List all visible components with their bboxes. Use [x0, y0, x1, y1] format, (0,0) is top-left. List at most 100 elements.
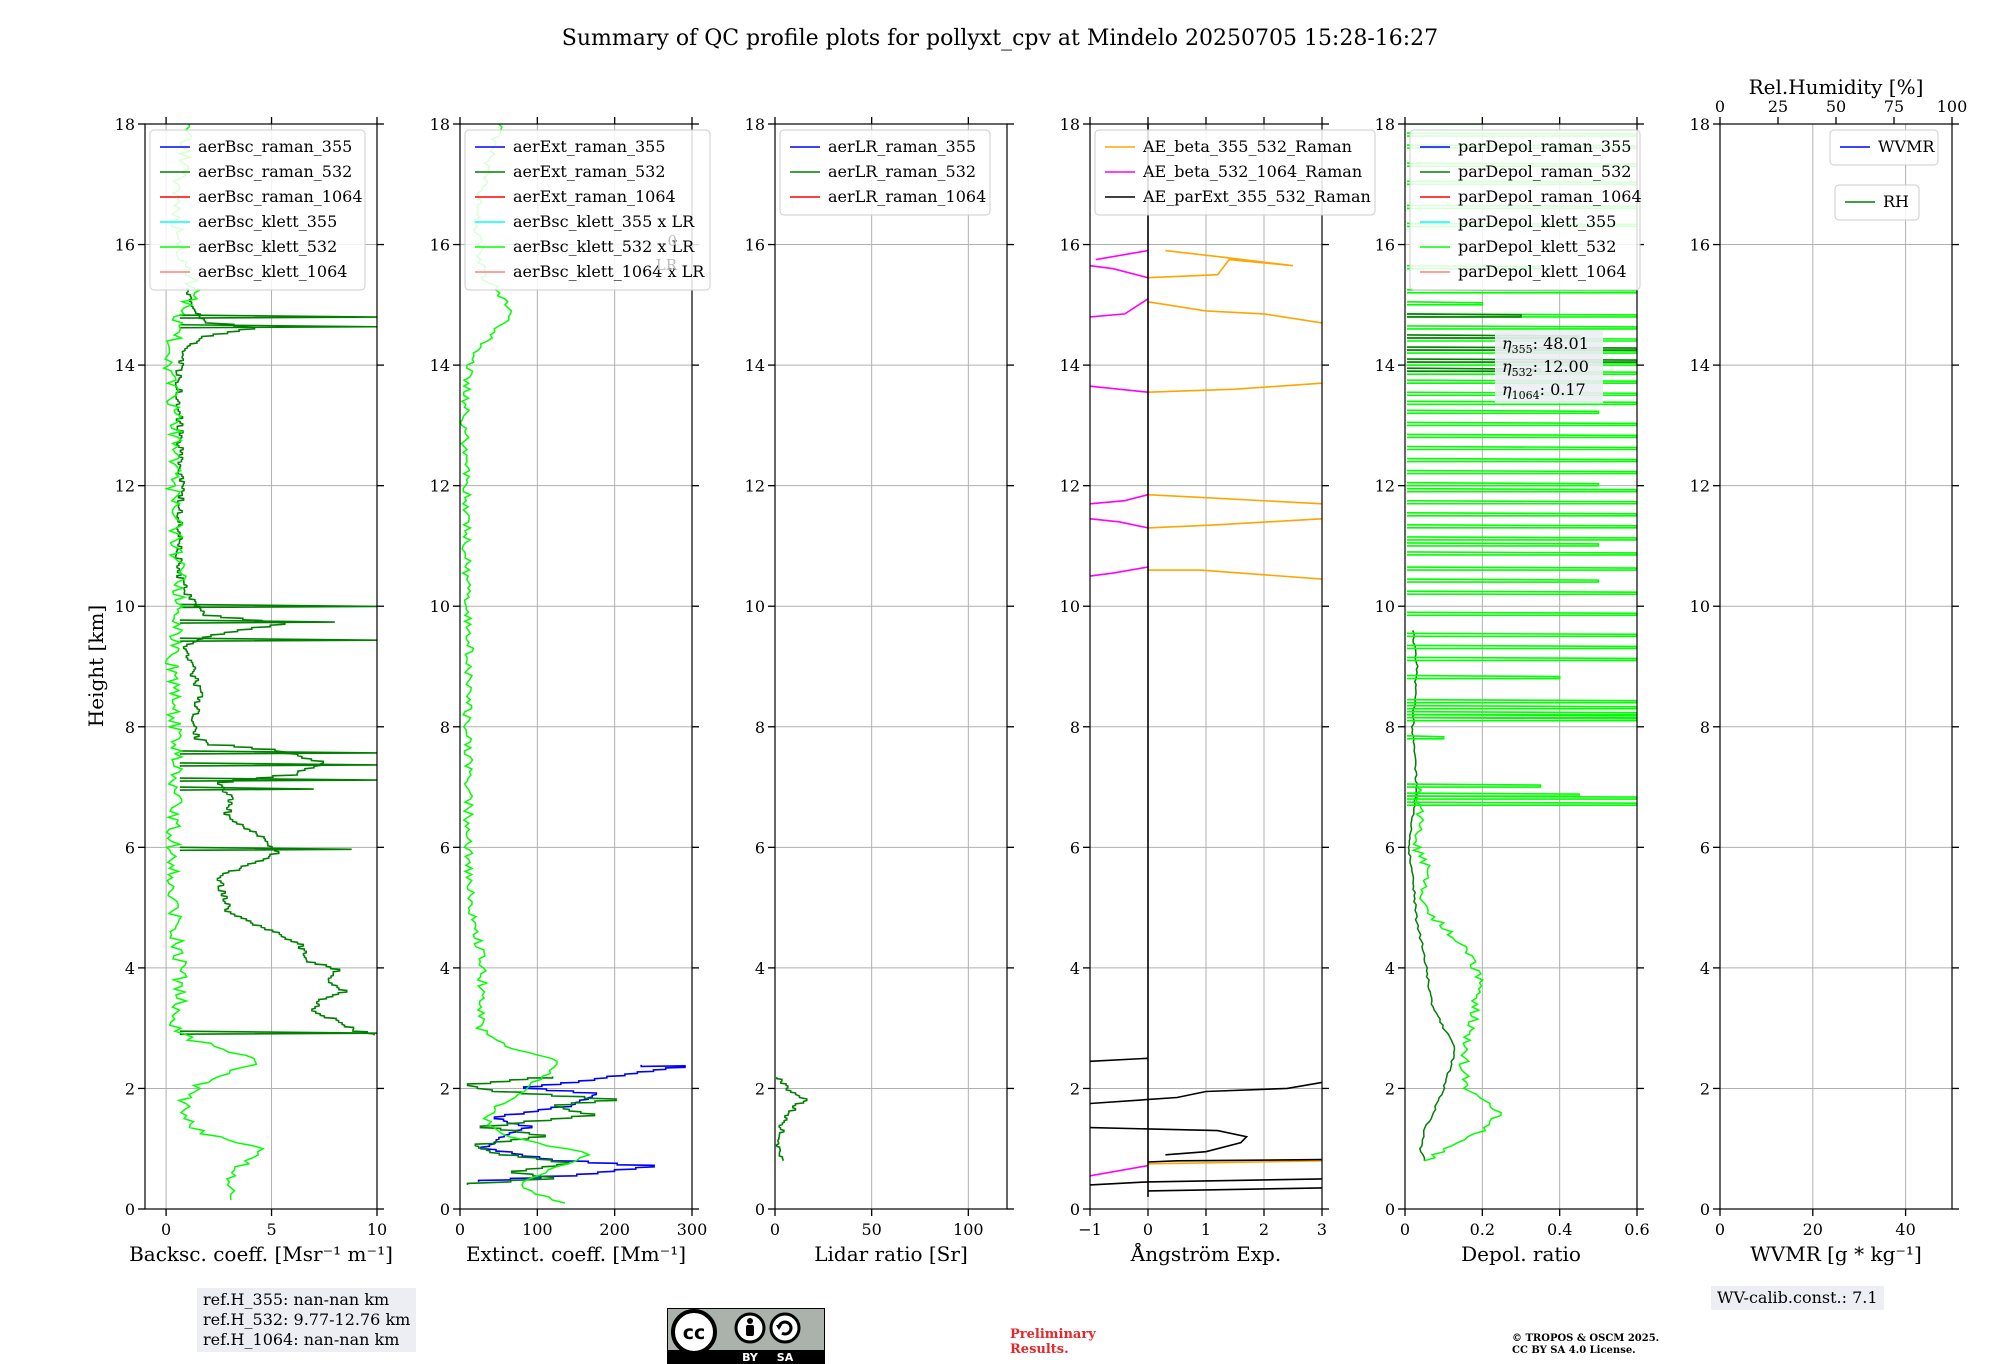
wv-calib-box: WV-calib.const.: 7.1 — [1711, 1286, 1884, 1310]
ytick-label: 4 — [1070, 959, 1080, 978]
spike-parDepol_klett_532 spikes — [1406, 551, 1637, 556]
ytick-label: 2 — [440, 1079, 450, 1098]
legend-ext: aerExt_raman_355 aerExt_raman_532 aerExt_r… — [464, 129, 711, 291]
ytick-label: 2 — [1070, 1079, 1080, 1098]
xtick-label: 5 — [266, 1220, 276, 1239]
legend-entry: aerBsc_klett_355 x LR — [513, 212, 695, 231]
legend-entry: aerExt_raman_532 — [513, 162, 666, 181]
preliminary-line-2: Results. — [1010, 1342, 1069, 1357]
ytick-label: 4 — [755, 959, 765, 978]
spike-parDepol_klett_532 spikes — [1406, 445, 1637, 451]
spike-parDepol_klett_532 spikes — [1406, 644, 1637, 650]
spike-parDepol_klett_532 spikes — [1406, 698, 1637, 704]
legend-entry: parDepol_raman_355 — [1458, 137, 1631, 156]
spike-parDepol_klett_532 spikes — [1406, 656, 1637, 662]
panel-bsc: 0 2 4 6 8 10 12 14 16 18 0 5 10 Backsc. coeff. [Msr⁻¹… — [115, 115, 393, 1266]
xtick-label: 50 — [861, 1220, 881, 1239]
series-aerBsc_raman_532 — [174, 287, 375, 1036]
series-AE_beta_532_1064_Raman-seg-0 — [1090, 1164, 1149, 1177]
legend-ae: AE_beta_355_532_Raman AE_beta_532_1064_Ra… — [1094, 129, 1376, 216]
x2tick-label: 0 — [1715, 97, 1725, 116]
series-AE_parExt_355_532_Raman-seg-6 — [1090, 1081, 1322, 1105]
eta-355-label: η355: 48.01 — [1502, 334, 1589, 356]
series-AE_parExt_355_532_Raman-seg-4 — [1147, 1158, 1322, 1163]
preliminary-results-note: Preliminary Results. — [1010, 1327, 1096, 1357]
x2tick-label: 100 — [1937, 97, 1968, 116]
legend-entry: AE_beta_355_532_Raman — [1142, 137, 1352, 156]
ytick-label: 4 — [1700, 959, 1710, 978]
ytick-label: 16 — [1690, 236, 1710, 255]
ref-h-532: ref.H_532: 9.77-12.76 km — [203, 1310, 411, 1329]
grid-wv — [1719, 123, 1952, 1210]
ytick-label: 8 — [1385, 718, 1395, 737]
ytick-label: 6 — [1385, 838, 1395, 857]
x2tick-label: 50 — [1826, 97, 1846, 116]
ytick-label: 4 — [1385, 959, 1395, 978]
copyright-note: © TROPOS & OSCM 2025. CC BY SA 4.0 Licen… — [1512, 1333, 1659, 1357]
spike-parDepol_klett_532 spikes — [1406, 487, 1637, 493]
series-aerExt_raman_532 — [466, 1076, 617, 1185]
xtick-label: 40 — [1895, 1220, 1915, 1239]
spike-aerBsc_raman_532 — [179, 637, 377, 642]
data-bsc — [162, 124, 377, 1201]
ytick-label: 8 — [1700, 718, 1710, 737]
legend-rh: RH — [1834, 184, 1920, 221]
spike-parDepol_klett_532 spikes — [1406, 524, 1637, 529]
ytick-label: 0 — [440, 1200, 450, 1219]
series-aerBsc_klett_532 x LR — [460, 124, 592, 1204]
series-AE_beta_355_532_Raman-seg-6 — [1147, 249, 1294, 279]
legend-box — [464, 129, 711, 291]
xtick-label: 0 — [161, 1220, 171, 1239]
legend-entry: RH — [1883, 192, 1909, 211]
ytick-label: 0 — [125, 1200, 135, 1219]
ytick-label: 0 — [1385, 1200, 1395, 1219]
cc-by-sa-badge: cc BY SA — [667, 1308, 825, 1364]
series-AE_parExt_355_532_Raman-seg-3 — [1147, 1187, 1322, 1192]
panel-lr: 0 2 4 6 8 10 12 14 16 18 0 50 100 Lidar ratio [Sr] aer… — [745, 115, 1014, 1266]
ytick-label: 6 — [440, 838, 450, 857]
copyright-line-1: © TROPOS & OSCM 2025. — [1512, 1333, 1660, 1344]
legend-entry: aerBsc_klett_532 — [198, 237, 337, 256]
xtick-label: 0 — [455, 1220, 465, 1239]
series-AE_beta_532_1064_Raman-seg-1 — [1090, 566, 1149, 577]
legend-entry: aerLR_raman_1064 — [828, 187, 986, 206]
ytick-label: 8 — [1070, 718, 1080, 737]
ytick-label: 12 — [430, 477, 450, 496]
axes-frame-depol — [1404, 123, 1638, 1210]
ref-h-355: ref.H_355: nan-nan km — [203, 1290, 390, 1309]
ytick-label: 12 — [1690, 477, 1710, 496]
xtick-label: 0.6 — [1624, 1220, 1649, 1239]
xaxis-label: Depol. ratio — [1461, 1242, 1581, 1266]
xaxis-label: WVMR [g * kg⁻¹] — [1750, 1242, 1922, 1266]
legend-entry: aerBsc_klett_1064 x LR — [513, 262, 705, 281]
spike-aerBsc_raman_532 — [179, 603, 377, 609]
spike-parDepol_klett_532 spikes — [1406, 578, 1600, 583]
xtick-label: 20 — [1803, 1220, 1823, 1239]
ytick-label: 18 — [1060, 115, 1080, 134]
spike-parDepol_klett_532 spikes — [1406, 499, 1637, 505]
ytick-label: 2 — [1385, 1079, 1395, 1098]
data-ext — [460, 124, 686, 1204]
legend-box — [149, 129, 366, 291]
copyright-line-2: CC BY SA 4.0 License. — [1512, 1345, 1636, 1356]
xaxis-label: Ångström Exp. — [1130, 1241, 1281, 1266]
axes-frame-ext — [459, 123, 693, 1210]
series-AE_parExt_355_532_Raman-seg-1 — [1090, 1057, 1149, 1063]
spike-parDepol_klett_532 spikes — [1406, 421, 1637, 427]
ytick-label: 2 — [125, 1079, 135, 1098]
xtick-label: 0 — [770, 1220, 780, 1239]
xtick-label: 0.4 — [1547, 1220, 1572, 1239]
ytick-label: 10 — [1690, 597, 1710, 616]
ytick-label: 16 — [745, 236, 765, 255]
series-aerLR_raman_532 — [775, 1077, 808, 1161]
axes-frame-lr — [774, 123, 1008, 1210]
legend-entry: AE_parExt_355_532_Raman — [1142, 187, 1371, 206]
ytick-label: 14 — [1690, 356, 1710, 375]
series-AE_beta_532_1064_Raman-seg-5 — [1090, 298, 1149, 318]
ytick-label: 16 — [1375, 236, 1395, 255]
ytick-label: 14 — [430, 356, 450, 375]
data-lr — [775, 1077, 808, 1161]
